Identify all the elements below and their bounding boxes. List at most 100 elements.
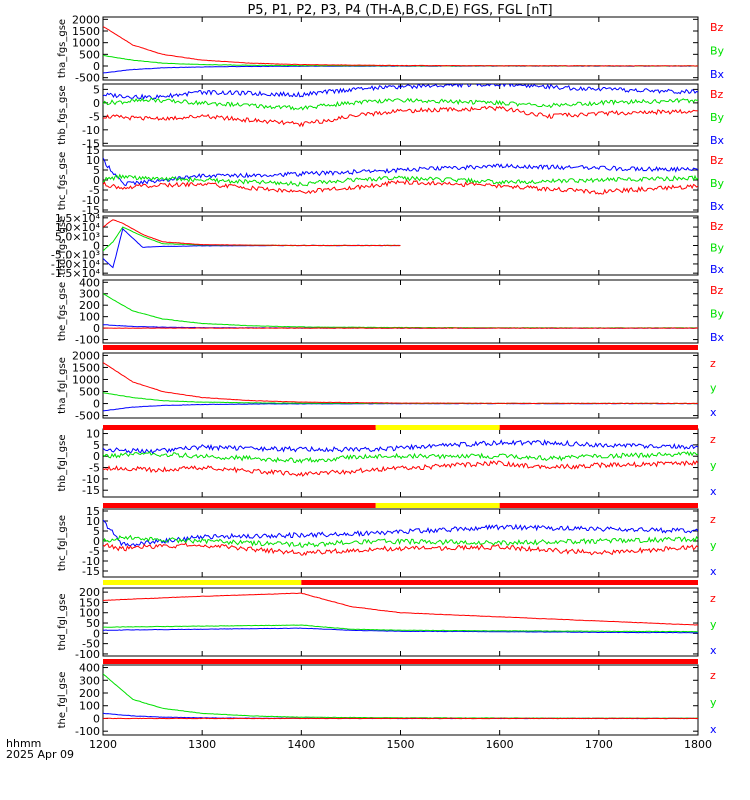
y-tick-label: 150	[79, 596, 100, 609]
series-group	[103, 84, 698, 128]
series-line-By	[103, 293, 698, 329]
series-line-Bx	[103, 65, 698, 74]
series-line-y	[103, 673, 698, 719]
legend-entry-Bx: Bx	[710, 331, 725, 344]
y-tick-label: -15	[82, 565, 100, 578]
legend-entry-x: x	[710, 406, 717, 419]
series-line-y	[103, 624, 698, 633]
series-group	[103, 157, 698, 195]
y-axis-label: thd_fgl_gse	[57, 594, 68, 651]
y-tick-label: 500	[79, 386, 100, 399]
y-tick-label: 5	[93, 164, 100, 177]
legend-entry-x: x	[710, 723, 717, 736]
y-tick-label: -10	[82, 555, 100, 568]
legend-entry-y: y	[710, 618, 717, 631]
flag-bars-group	[103, 345, 698, 664]
y-tick-label: 0	[93, 712, 100, 725]
legend-entry-y: y	[710, 539, 717, 552]
series-line-x	[103, 519, 698, 547]
legend-entry-By: By	[710, 45, 725, 58]
date-label: 2025 Apr 09	[6, 748, 74, 761]
flag-segment-red	[301, 580, 698, 585]
series-line-y	[103, 450, 698, 464]
y-tick-label: 10	[86, 154, 100, 167]
flag-bar	[103, 659, 698, 664]
legend-entry-Bz: Bz	[710, 284, 724, 297]
y-tick-label: 0	[93, 322, 100, 335]
panel-frame	[102, 587, 699, 657]
flag-segment-yellow	[375, 503, 500, 508]
series-group	[103, 219, 401, 269]
y-tick-label: 0	[93, 450, 100, 463]
series-group	[103, 438, 698, 477]
y-tick-label: 400	[79, 662, 100, 675]
y-tick-label: 100	[79, 311, 100, 324]
y-axis-label: thc_fgl_gse	[57, 515, 68, 571]
flag-segment-red	[103, 503, 376, 508]
y-axis-label: thd_fgs_gse	[57, 216, 68, 275]
legend-entry-z: z	[710, 433, 716, 446]
y-tick-label: 5	[93, 83, 100, 96]
panel-frame	[102, 664, 699, 736]
series-group	[103, 592, 698, 634]
series-group	[103, 26, 698, 74]
y-tick-label: 100	[79, 700, 100, 713]
y-tick-label: -1.0×10⁴	[51, 258, 101, 271]
series-line-By	[103, 97, 698, 111]
panel-frame	[102, 352, 699, 419]
y-tick-label: 1.5×10⁴	[55, 212, 101, 225]
y-axis-label: the_fgs_gse	[57, 282, 68, 341]
y-tick-label: 1000	[72, 373, 100, 386]
series-line-z	[103, 592, 698, 626]
legend-entry-Bz: Bz	[710, 220, 724, 233]
series-line-By	[103, 55, 698, 67]
panel-frame	[102, 279, 699, 344]
y-tick-label: 0	[93, 60, 100, 73]
series-line-Bz	[103, 26, 698, 67]
legend-entry-Bx: Bx	[710, 134, 725, 147]
series-line-y	[103, 534, 698, 548]
y-tick-label: -100	[75, 648, 100, 661]
legend-entry-Bx: Bx	[710, 68, 725, 81]
legend-entry-By: By	[710, 111, 725, 124]
legend-entry-Bz: Bz	[710, 21, 724, 34]
y-axis-label: thc_fgs_gse	[57, 152, 68, 211]
y-tick-label: -15	[82, 204, 100, 217]
y-tick-label: -50	[82, 638, 100, 651]
series-line-Bx	[103, 84, 698, 101]
panel-frame	[102, 16, 699, 81]
y-tick-label: -10	[82, 473, 100, 486]
y-tick-label: 1000	[72, 37, 100, 50]
legend-entry-Bx: Bx	[710, 263, 725, 276]
x-tick-label: 1200	[89, 738, 117, 751]
legend-entry-x: x	[710, 644, 717, 657]
y-tick-label: 5	[93, 439, 100, 452]
y-tick-label: 0	[93, 535, 100, 548]
legend-entry-By: By	[710, 177, 725, 190]
series-line-z	[103, 542, 698, 556]
x-tick-label: 1700	[585, 738, 613, 751]
y-tick-label: 200	[79, 586, 100, 599]
series-line-z	[103, 362, 698, 405]
y-tick-label: -5.0×10³	[51, 249, 100, 262]
y-axis-label: tha_fgl_gse	[57, 357, 68, 414]
y-tick-label: -5	[89, 462, 100, 475]
y-tick-label: -10	[82, 124, 100, 137]
flag-bar	[103, 580, 698, 585]
x-tick-label: 1400	[287, 738, 315, 751]
legend-entry-Bx: Bx	[710, 200, 725, 213]
series-group	[103, 673, 698, 720]
y-tick-label: 100	[79, 607, 100, 620]
chart-title: P5, P1, P2, P3, P4 (TH-A,B,C,D,E) FGS, F…	[247, 3, 552, 18]
series-line-y	[103, 392, 698, 405]
legend-entry-z: z	[710, 357, 716, 370]
y-tick-label: 500	[79, 48, 100, 61]
x-axis-group: 1200 1300 1400 1500 1600 1700 1800	[89, 738, 712, 751]
y-axis-label: the_fgl_gse	[57, 672, 68, 729]
